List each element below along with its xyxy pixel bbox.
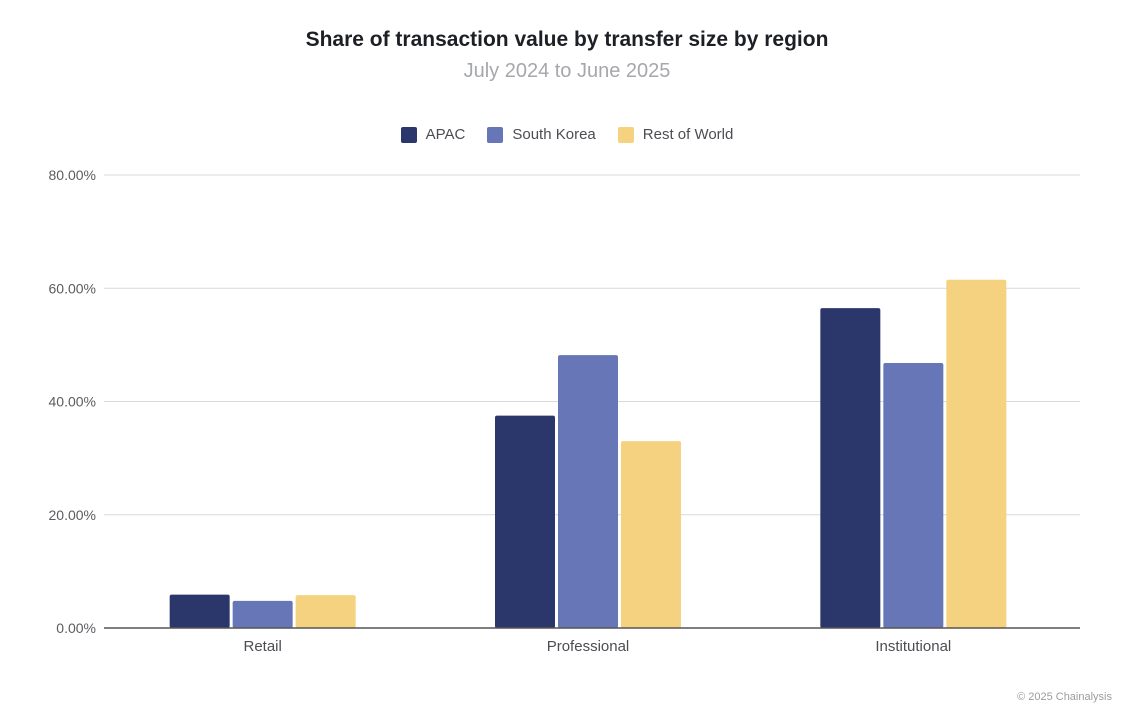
chart-legend: APAC South Korea Rest of World	[0, 126, 1134, 143]
y-tick-label: 40.00%	[49, 394, 96, 410]
bar-rest-of-world	[946, 279, 1007, 628]
y-tick-label: 60.00%	[49, 280, 96, 296]
legend-swatch-apac	[400, 126, 417, 143]
chart-subtitle: July 2024 to June 2025	[463, 60, 671, 82]
bar-rest-of-world	[295, 595, 356, 628]
x-tick-label: Institutional	[875, 638, 951, 655]
legend-item-rest-of-world: Rest of World	[617, 126, 734, 143]
bar-apac	[169, 594, 230, 628]
chart-title: Share of transaction value by transfer s…	[305, 28, 829, 51]
legend-swatch-rest-of-world	[617, 126, 634, 143]
x-tick-label: Professional	[547, 638, 630, 655]
legend-label-rest-of-world: Rest of World	[642, 126, 734, 143]
legend-swatch-south-korea	[487, 126, 504, 143]
y-tick-label: 0.00%	[56, 620, 96, 636]
bar-south-korea	[232, 600, 293, 628]
legend-label-apac: APAC	[425, 126, 466, 143]
x-tick-label: Retail	[243, 638, 281, 655]
bar-rest-of-world	[621, 441, 681, 628]
legend-label-south-korea: South Korea	[512, 126, 596, 143]
y-tick-label: 80.00%	[49, 167, 96, 183]
bar-south-korea	[883, 362, 944, 628]
bar-apac	[495, 415, 555, 628]
legend-item-apac: APAC	[400, 126, 466, 143]
bar-apac	[820, 308, 881, 628]
bar-south-korea	[558, 355, 618, 628]
y-tick-label: 20.00%	[49, 507, 96, 523]
copyright-text: © 2025 Chainalysis	[1017, 691, 1112, 703]
legend-item-south-korea: South Korea	[487, 126, 596, 143]
